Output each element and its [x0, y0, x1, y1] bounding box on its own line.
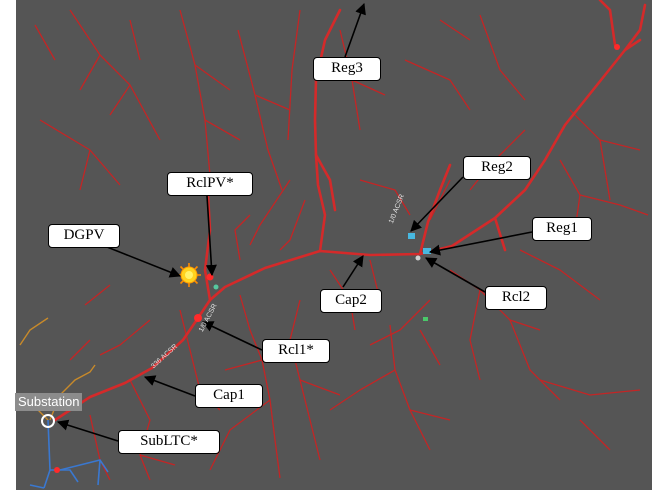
subltc-marker[interactable]	[54, 467, 60, 473]
reg1-arrow	[428, 231, 533, 256]
subltc-label[interactable]: SubLTC*	[118, 430, 220, 454]
rclpv-arrow	[205, 195, 217, 277]
feeder-end-marker	[614, 44, 620, 50]
subltc-arrow	[56, 419, 119, 442]
dgpv-arrow	[106, 246, 182, 278]
reg1-marker[interactable]	[423, 248, 431, 254]
cap1-arrow	[143, 375, 196, 397]
cap2-arrow	[342, 255, 364, 288]
callout-arrows	[56, 2, 533, 442]
rcl2-arrow	[425, 257, 486, 293]
device-markers	[41, 44, 620, 473]
map-background	[16, 0, 652, 490]
green-device-marker	[423, 317, 428, 321]
rcl1-arrow	[201, 321, 263, 351]
rcl2-marker[interactable]	[415, 255, 421, 261]
reg2-arrow	[410, 176, 464, 232]
cap2-label[interactable]: Cap2	[320, 289, 382, 313]
cap1-label[interactable]: Cap1	[195, 384, 263, 408]
pv-inverter-marker	[213, 284, 219, 290]
reg2-marker[interactable]	[408, 233, 415, 239]
reg2-label[interactable]: Reg2	[463, 156, 531, 180]
reg1-label[interactable]: Reg1	[532, 217, 592, 241]
dgpv-label[interactable]: DGPV	[48, 224, 120, 248]
reg3-arrow	[344, 2, 366, 58]
reg3-label[interactable]: Reg3	[313, 57, 381, 81]
rclpv-label[interactable]: RclPV*	[167, 172, 253, 196]
substation-icon[interactable]	[41, 414, 55, 428]
rcl1-label[interactable]: Rcl1*	[262, 339, 330, 363]
rcl1-marker[interactable]	[194, 314, 202, 322]
rcl2-label[interactable]: Rcl2	[485, 286, 547, 310]
sun-icon[interactable]	[177, 263, 201, 287]
substation-label[interactable]: Substation	[15, 393, 83, 411]
